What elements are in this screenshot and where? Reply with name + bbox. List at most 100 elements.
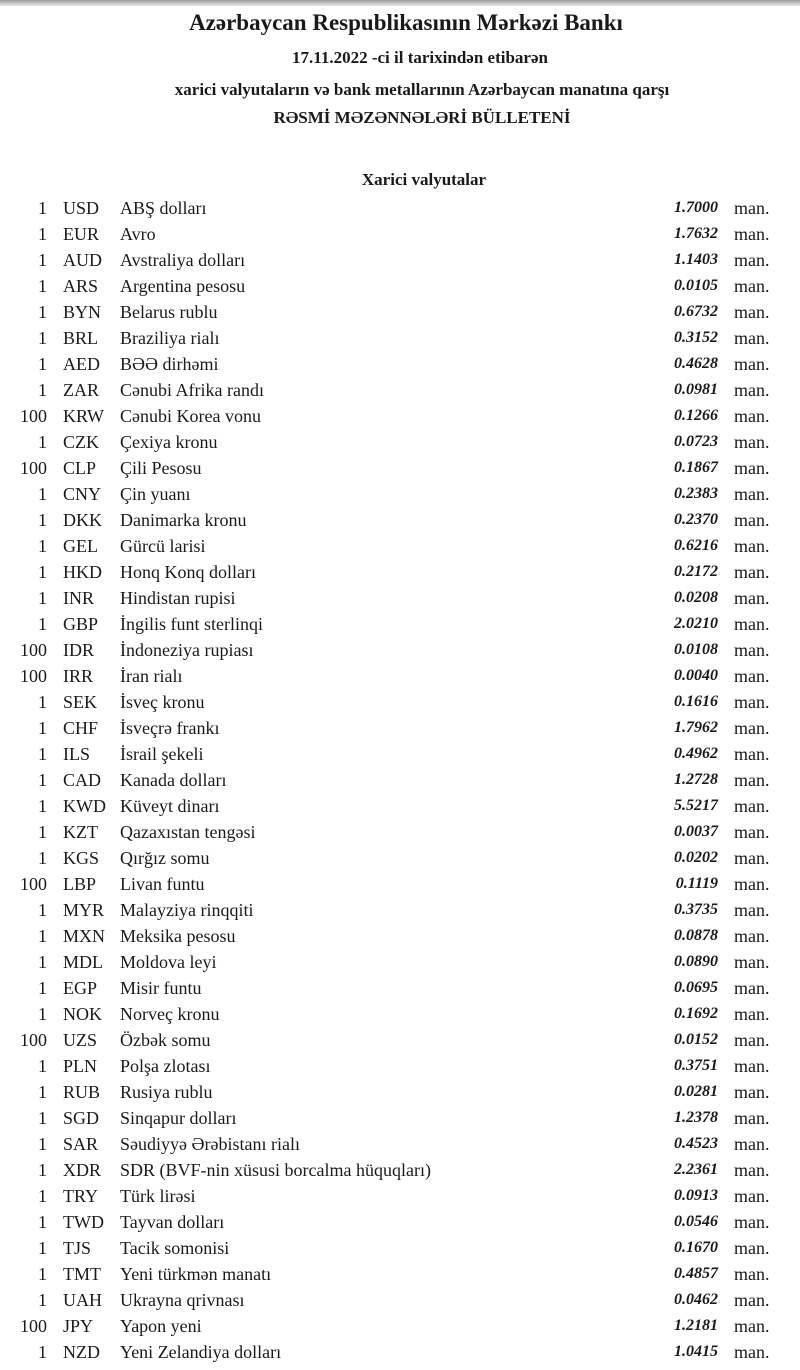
table-row: 1 XDR SDR (BVF-nin xüsusi borcalma hüquqla… — [0, 1157, 800, 1183]
quantity: 1 — [38, 328, 47, 348]
quantity: 1 — [38, 1160, 47, 1180]
table-row: 1 KWD Küveyt dinarı 5.5217 man. — [0, 793, 800, 819]
currency-code: TRY — [63, 1186, 99, 1206]
unit-label: man. — [734, 458, 770, 478]
currency-code: IRR — [63, 666, 94, 686]
rate-value: 0.3735 — [674, 901, 718, 918]
currency-code: HKD — [63, 562, 102, 582]
unit-label: man. — [734, 328, 770, 348]
currency-code: KRW — [63, 406, 105, 426]
table-row: 1 CAD Kanada dolları 1.2728 man. — [0, 767, 800, 793]
rate-value: 0.0913 — [674, 1187, 718, 1204]
currency-name: Honq Konq dolları — [120, 562, 256, 582]
quantity: 1 — [38, 1342, 47, 1362]
currency-name: Danimarka kronu — [120, 510, 247, 530]
currency-name: Malayziya rinqqiti — [120, 900, 254, 920]
currency-code: UZS — [63, 1030, 98, 1050]
table-row: 1 GEL Gürcü larisi 0.6216 man. — [0, 533, 800, 559]
rate-value: 1.7632 — [674, 225, 718, 242]
rate-value: 0.1867 — [674, 459, 718, 476]
unit-label: man. — [734, 380, 770, 400]
currency-name: Türk lirəsi — [120, 1186, 196, 1206]
quantity: 100 — [20, 1316, 47, 1336]
table-row: 1 MDL Moldova leyi 0.0890 man. — [0, 949, 800, 975]
quantity: 100 — [20, 406, 47, 426]
unit-label: man. — [734, 588, 770, 608]
rate-value: 1.0415 — [674, 1343, 718, 1360]
unit-label: man. — [734, 848, 770, 868]
unit-label: man. — [734, 1238, 770, 1258]
table-row: 1 NOK Norveç kronu 0.1692 man. — [0, 1001, 800, 1027]
unit-label: man. — [734, 614, 770, 634]
table-row: 1 KGS Qırğız somu 0.0202 man. — [0, 845, 800, 871]
unit-label: man. — [734, 718, 770, 738]
currency-name: Moldova leyi — [120, 952, 217, 972]
table-row: 100 LBP Livan funtu 0.1119 man. — [0, 871, 800, 897]
table-row: 1 ARS Argentina pesosu 0.0105 man. — [0, 273, 800, 299]
table-row: 1 DKK Danimarka kronu 0.2370 man. — [0, 507, 800, 533]
currency-name: Tacik somonisi — [120, 1238, 230, 1258]
unit-label: man. — [734, 1264, 770, 1284]
currency-code: NZD — [63, 1342, 100, 1362]
currency-name: Yeni türkmən manatı — [120, 1264, 272, 1284]
table-row: 1 HKD Honq Konq dolları 0.2172 man. — [0, 559, 800, 585]
table-row: 100 UZS Özbək somu 0.0152 man. — [0, 1027, 800, 1053]
currency-code: PLN — [63, 1056, 98, 1076]
unit-label: man. — [734, 666, 770, 686]
currency-name: Ukrayna qrivnası — [120, 1290, 245, 1310]
currency-name: İsrail şekeli — [120, 744, 204, 764]
quantity: 1 — [38, 744, 47, 764]
currency-code: TWD — [63, 1212, 104, 1232]
currency-name: Küveyt dinarı — [120, 796, 220, 816]
currency-name: Yapon yeni — [120, 1316, 202, 1336]
quantity: 1 — [38, 536, 47, 556]
currency-name: Qazaxıstan tengəsi — [120, 822, 256, 842]
rate-value: 1.2728 — [674, 771, 718, 788]
currency-name: Belarus rublu — [120, 302, 218, 322]
currency-code: INR — [63, 588, 94, 608]
rate-value: 0.0981 — [674, 381, 718, 398]
rate-value: 0.6216 — [674, 537, 718, 554]
unit-label: man. — [734, 536, 770, 556]
unit-label: man. — [734, 1056, 770, 1076]
currency-code: CNY — [63, 484, 102, 504]
rate-value: 0.0281 — [674, 1083, 718, 1100]
table-row: 1 SGD Sinqapur dolları 1.2378 man. — [0, 1105, 800, 1131]
currency-code: MDL — [63, 952, 103, 972]
currency-code: GEL — [63, 536, 98, 556]
quantity: 1 — [38, 1004, 47, 1024]
unit-label: man. — [734, 1290, 770, 1310]
currency-code: GBP — [63, 614, 99, 634]
rate-value: 1.7000 — [674, 199, 718, 216]
unit-label: man. — [734, 900, 770, 920]
quantity: 1 — [38, 822, 47, 842]
currency-code: IDR — [63, 640, 94, 660]
table-row: 1 SAR Səudiyyə Ərəbistanı rialı 0.4523 man. — [0, 1131, 800, 1157]
unit-label: man. — [734, 198, 770, 218]
rate-value: 0.2172 — [674, 563, 718, 580]
quantity: 1 — [38, 900, 47, 920]
currency-code: CLP — [63, 458, 97, 478]
table-row: 1 BRL Braziliya rialı 0.3152 man. — [0, 325, 800, 351]
table-row: 1 MYR Malayziya rinqqiti 0.3735 man. — [0, 897, 800, 923]
rate-value: 0.0878 — [674, 927, 718, 944]
currency-name: Gürcü larisi — [120, 536, 206, 556]
table-row: 1 EGP Misir funtu 0.0695 man. — [0, 975, 800, 1001]
page-title: Azərbaycan Respublikasının Mərkəzi Bankı — [189, 10, 623, 35]
unit-label: man. — [734, 770, 770, 790]
rate-value: 0.6732 — [674, 303, 718, 320]
rate-value: 0.4962 — [674, 745, 718, 762]
rate-value: 0.4857 — [674, 1265, 718, 1282]
quantity: 1 — [38, 562, 47, 582]
quantity: 1 — [38, 1056, 47, 1076]
quantity: 1 — [38, 224, 47, 244]
unit-label: man. — [734, 1004, 770, 1024]
currency-name: Çin yuanı — [120, 484, 191, 504]
quantity: 1 — [38, 302, 47, 322]
currency-code: ILS — [63, 744, 90, 764]
rate-value: 0.3152 — [674, 329, 718, 346]
quantity: 1 — [38, 848, 47, 868]
currency-name: Avro — [120, 224, 156, 244]
rate-value: 0.0462 — [674, 1291, 718, 1308]
quantity: 1 — [38, 978, 47, 998]
